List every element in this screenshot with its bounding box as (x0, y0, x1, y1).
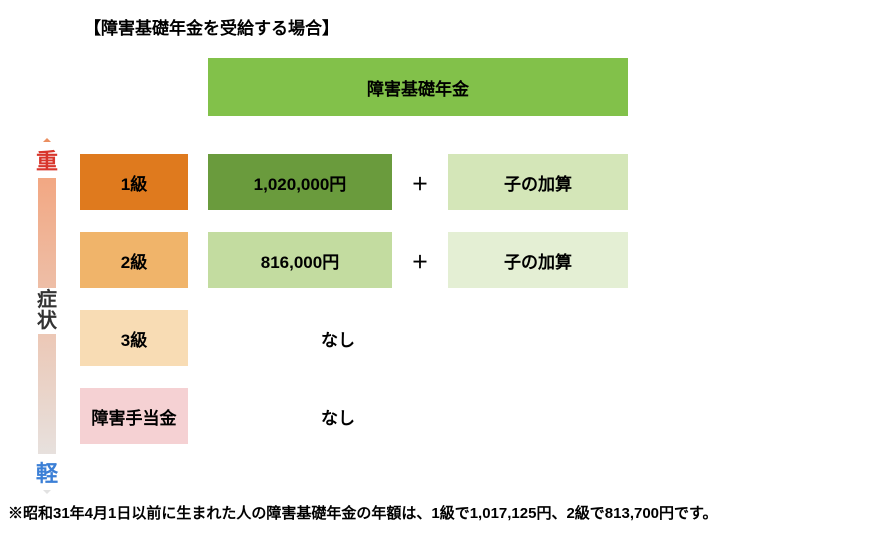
diagram-container: 【障害基礎年金を受給する場合】 障害基礎年金 重 症状 軽 1級 1,020,00… (0, 0, 872, 542)
child-addition-cell: 子の加算 (448, 232, 628, 288)
severity-label-heavy: 重 (22, 142, 72, 178)
plus-icon: ＋ (402, 232, 438, 288)
child-addition-cell: 子の加算 (448, 154, 628, 210)
level-cell: 3級 (80, 310, 188, 366)
plus-icon: ＋ (402, 154, 438, 210)
amount-cell: 1,020,000円 (208, 154, 392, 210)
header-pension-box: 障害基礎年金 (208, 58, 628, 116)
severity-label-symptom: 症状 (22, 288, 72, 334)
severity-arrow: 重 症状 軽 (22, 140, 72, 492)
none-label: なし (298, 310, 378, 366)
header-pension-label: 障害基礎年金 (367, 75, 469, 100)
level-cell: 1級 (80, 154, 188, 210)
level-cell: 障害手当金 (80, 388, 188, 444)
footnote: ※昭和31年4月1日以前に生まれた人の障害基礎年金の年額は、1級で1,017,1… (8, 502, 718, 523)
severity-label-symptom-char: 症 (22, 290, 72, 311)
level-cell: 2級 (80, 232, 188, 288)
none-label: なし (298, 388, 378, 444)
severity-label-light: 軽 (22, 454, 72, 490)
amount-cell: 816,000円 (208, 232, 392, 288)
severity-label-symptom-char: 状 (22, 311, 72, 332)
page-title: 【障害基礎年金を受給する場合】 (84, 14, 339, 39)
